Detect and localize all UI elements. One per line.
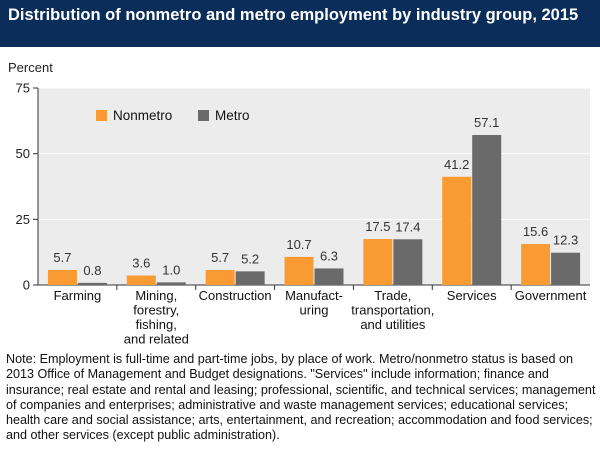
data-label: 17.4 [395, 219, 420, 234]
bar-metro [314, 268, 344, 285]
x-tick-label: and related [124, 332, 189, 347]
legend-label: Metro [215, 108, 250, 123]
data-label: 0.8 [83, 263, 101, 278]
y-tick-label: 0 [23, 278, 30, 293]
legend-swatch [198, 110, 209, 121]
legend-swatch [96, 110, 107, 121]
data-label: 5.7 [211, 250, 229, 265]
data-label: 41.2 [444, 157, 469, 172]
data-label: 1.0 [162, 262, 180, 277]
bar-metro [235, 271, 265, 285]
x-tick-label: Farming [54, 288, 102, 303]
bar-metro [551, 252, 581, 285]
x-tick-label: forestry, [133, 303, 179, 318]
bar-chart: 0 25 50 75 5.7 0.8 Farming 3.6 1.0 Mining,forestr… [16, 81, 590, 347]
title-bar: Distribution of nonmetro and metro emplo… [0, 0, 600, 47]
bar-metro [472, 135, 502, 285]
data-label: 17.5 [365, 219, 390, 234]
bar-nonmetro [363, 239, 393, 285]
data-label: 57.1 [474, 115, 499, 130]
data-label: 15.6 [523, 224, 548, 239]
data-label: 6.3 [320, 248, 338, 263]
x-tick-label: and utilities [360, 317, 426, 332]
bar-nonmetro [284, 256, 314, 285]
x-tick-label: transportation, [351, 303, 434, 318]
y-tick-label: 75 [16, 81, 30, 96]
x-tick-label: fishing, [136, 317, 177, 332]
bar-metro [77, 282, 107, 285]
x-tick-label: uring [300, 303, 329, 318]
x-tick-label: Government [515, 288, 587, 303]
x-tick-label: Services [447, 288, 497, 303]
y-axis-label: Percent [8, 60, 53, 75]
data-label: 12.3 [553, 233, 578, 248]
bar-nonmetro [47, 270, 77, 285]
x-tick-label: Trade, [374, 288, 411, 303]
data-label: 3.6 [132, 256, 150, 271]
bar-metro [156, 282, 186, 285]
bar-nonmetro [126, 275, 156, 285]
chart-note: Note: Employment is full-time and part-t… [6, 352, 596, 443]
y-tick-label: 50 [16, 146, 30, 161]
data-label: 5.2 [241, 251, 259, 266]
bar-nonmetro [521, 244, 551, 285]
x-tick-label: Manufact- [285, 288, 343, 303]
x-tick-label: Mining, [135, 288, 177, 303]
legend-label: Nonmetro [113, 108, 172, 123]
chart-title: Distribution of nonmetro and metro emplo… [8, 6, 579, 24]
y-tick-label: 25 [16, 212, 30, 227]
bar-nonmetro [442, 176, 472, 285]
x-tick-label: Construction [199, 288, 272, 303]
data-label: 10.7 [286, 237, 311, 252]
data-label: 5.7 [53, 250, 71, 265]
bar-metro [393, 239, 423, 285]
bar-nonmetro [205, 270, 235, 285]
